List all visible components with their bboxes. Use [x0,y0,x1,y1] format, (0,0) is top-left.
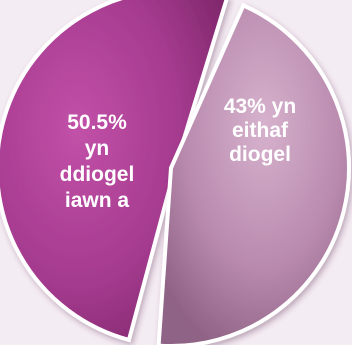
slice-second [156,2,351,345]
slice-main-label-line: iawn a [65,189,130,212]
slice-second-label-line: diogel [229,143,291,166]
slice-main-label-line: ddiogel [60,163,135,186]
slice-main-label: 50.5% yn ddiogel iawn a [60,111,135,212]
slice-main-label-line: yn [85,137,110,160]
slice-main-label-line: 50.5% [67,111,127,134]
slice-main [0,0,229,343]
slice-second-label: 43% yn eithaf diogel [224,95,296,166]
slice-second-label-line: eithaf [232,119,289,142]
slice-second-label-line: 43% yn [224,95,296,118]
